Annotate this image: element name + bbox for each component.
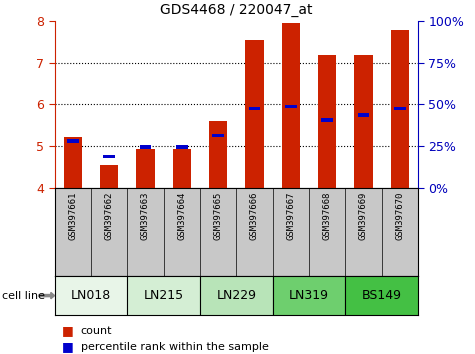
Text: LN319: LN319 <box>289 289 329 302</box>
Text: ■: ■ <box>62 325 74 337</box>
Text: BS149: BS149 <box>361 289 402 302</box>
Text: cell line: cell line <box>2 291 46 301</box>
Bar <box>282 23 300 188</box>
Text: GSM397663: GSM397663 <box>141 192 150 240</box>
Bar <box>100 165 118 188</box>
Text: GSM397669: GSM397669 <box>359 192 368 240</box>
Bar <box>136 149 154 188</box>
Bar <box>212 134 224 137</box>
Bar <box>321 118 333 122</box>
Bar <box>176 145 188 149</box>
Text: GSM397664: GSM397664 <box>177 192 186 240</box>
Text: count: count <box>81 326 112 336</box>
Text: percentile rank within the sample: percentile rank within the sample <box>81 342 269 352</box>
Text: LN215: LN215 <box>143 289 184 302</box>
Bar <box>285 105 297 108</box>
Bar <box>173 149 191 188</box>
Text: GSM397661: GSM397661 <box>68 192 77 240</box>
Title: GDS4468 / 220047_at: GDS4468 / 220047_at <box>160 4 313 17</box>
Text: GSM397662: GSM397662 <box>104 192 114 240</box>
Bar <box>354 55 372 188</box>
Text: ■: ■ <box>62 341 74 353</box>
Text: GSM397665: GSM397665 <box>214 192 223 240</box>
Text: GSM397667: GSM397667 <box>286 192 295 240</box>
Bar <box>55 276 127 315</box>
Text: LN018: LN018 <box>71 289 111 302</box>
Bar <box>248 107 260 110</box>
Bar <box>273 276 345 315</box>
Bar <box>391 30 409 188</box>
Bar <box>67 139 79 143</box>
Bar <box>345 276 418 315</box>
Bar <box>246 40 264 188</box>
Bar <box>318 55 336 188</box>
Text: LN229: LN229 <box>216 289 256 302</box>
Bar <box>358 113 370 117</box>
Text: GSM397670: GSM397670 <box>395 192 404 240</box>
Bar <box>209 121 227 188</box>
Bar <box>127 276 200 315</box>
Bar <box>64 137 82 188</box>
Bar <box>103 155 115 158</box>
Text: GSM397666: GSM397666 <box>250 192 259 240</box>
Bar <box>394 107 406 110</box>
Bar <box>140 145 152 149</box>
Bar <box>200 276 273 315</box>
Text: GSM397668: GSM397668 <box>323 192 332 240</box>
